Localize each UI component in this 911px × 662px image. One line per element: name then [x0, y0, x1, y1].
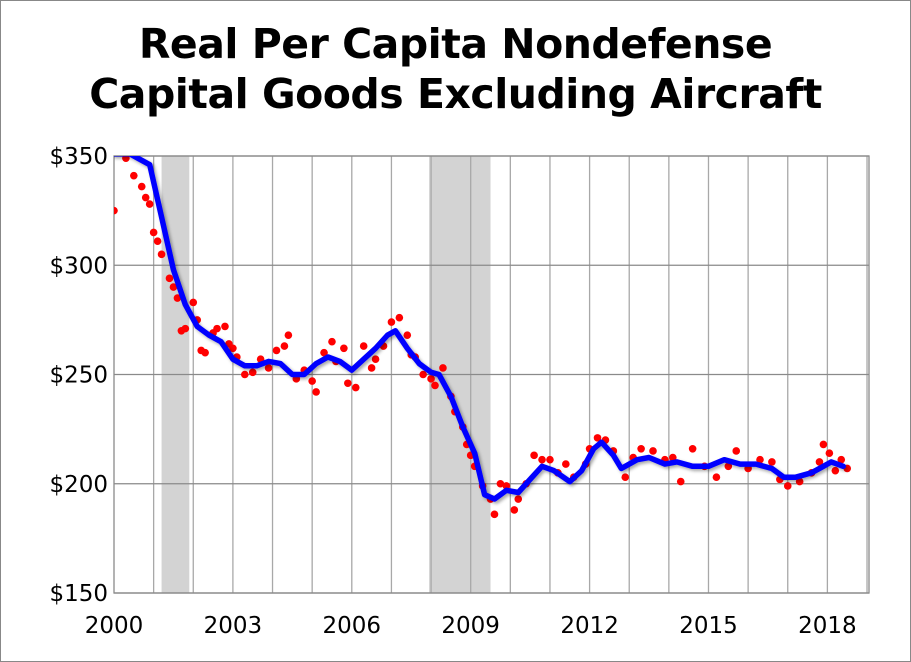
scatter-point — [768, 458, 776, 466]
scatter-point — [387, 318, 396, 326]
scatter-point — [229, 344, 237, 353]
series-group — [114, 156, 852, 519]
scatter-point — [490, 510, 499, 519]
x-tick-label: 2018 — [798, 613, 857, 639]
scatter-point — [221, 322, 229, 331]
scatter-point — [213, 324, 221, 333]
scatter-point — [562, 460, 570, 468]
scatter-point — [165, 274, 174, 283]
x-tick-label: 2009 — [441, 613, 500, 639]
scatter-point — [621, 473, 630, 481]
scatter-point — [732, 447, 741, 455]
scatter-point — [312, 388, 320, 396]
scatter-point — [272, 346, 281, 355]
y-tick-label: $150 — [49, 581, 108, 607]
scatter-point — [783, 482, 792, 490]
scatter-point — [395, 313, 404, 322]
scatter-point — [837, 455, 846, 464]
scatter-point — [546, 455, 554, 464]
scatter-point — [530, 451, 538, 460]
y-tick-label: $350 — [49, 144, 108, 170]
scatter-point — [141, 193, 150, 202]
scatter-point — [340, 344, 348, 353]
scatter-point — [431, 381, 439, 390]
scatter-point — [439, 364, 447, 372]
scatter-point — [264, 364, 273, 372]
scatter-point — [359, 342, 368, 350]
y-tick-label: $250 — [49, 363, 108, 389]
scatter-point — [344, 379, 352, 388]
scatter-point — [320, 348, 328, 357]
chart-title: Real Per Capita Nondefense Capital Goods… — [1, 19, 910, 119]
scatter-point — [815, 458, 824, 466]
scatter-point — [153, 237, 162, 246]
scatter-point — [403, 331, 412, 339]
scatter-point — [371, 355, 380, 364]
scatter-point — [502, 482, 511, 490]
scatter-point — [308, 377, 316, 385]
scatter-point — [351, 383, 360, 392]
scatter-point — [496, 479, 505, 488]
y-tick-label: $300 — [49, 253, 108, 279]
scatter-point — [427, 375, 435, 383]
title-line-1: Real Per Capita Nondefense — [138, 20, 773, 68]
smoothed-line — [114, 156, 846, 502]
scatter-point — [284, 331, 293, 339]
scatter-point — [130, 171, 138, 180]
scatter-point — [669, 453, 677, 462]
x-tick-label: 2015 — [679, 613, 738, 639]
title-line-2: Capital Goods Excluding Aircraft — [89, 70, 822, 118]
x-tick-label: 2006 — [323, 613, 382, 639]
scatter-point — [825, 449, 834, 457]
scatter-point — [189, 298, 198, 307]
scatter-point — [724, 462, 733, 471]
scatter-point — [181, 324, 190, 333]
scatter-point — [201, 348, 209, 357]
scatter-point — [173, 294, 182, 302]
scatter-point — [367, 364, 376, 372]
scatter-point — [514, 495, 523, 503]
scatter-point — [795, 477, 804, 486]
scatter-point — [688, 444, 697, 453]
scatter-point — [756, 455, 764, 464]
scatter-point — [122, 156, 130, 162]
scatter-point — [169, 283, 178, 291]
x-tick-label: 2012 — [560, 613, 619, 639]
scatter-point — [137, 182, 146, 191]
x-tick-label: 2003 — [204, 613, 263, 639]
y-tick-label: $200 — [49, 472, 108, 498]
scatter-point — [145, 200, 154, 208]
scatter-point — [149, 228, 158, 237]
scatter-point — [819, 440, 828, 449]
scatter-point — [593, 434, 602, 442]
scatter-point — [419, 370, 427, 379]
scatter-point — [637, 444, 645, 453]
scatter-point — [538, 455, 546, 464]
scatter-point — [240, 370, 249, 379]
plot-border — [113, 155, 870, 594]
scatter-point — [248, 368, 257, 377]
scatter-point — [649, 447, 657, 455]
x-tick-label: 2000 — [85, 613, 144, 639]
scatter-point — [510, 506, 519, 514]
scatter-point — [712, 473, 721, 481]
scatter-point — [280, 342, 289, 350]
scatter-point — [328, 337, 336, 346]
scatter-point — [831, 466, 840, 475]
scatter-point — [676, 477, 685, 486]
scatter-point — [157, 250, 166, 259]
scatter-point — [114, 206, 118, 215]
